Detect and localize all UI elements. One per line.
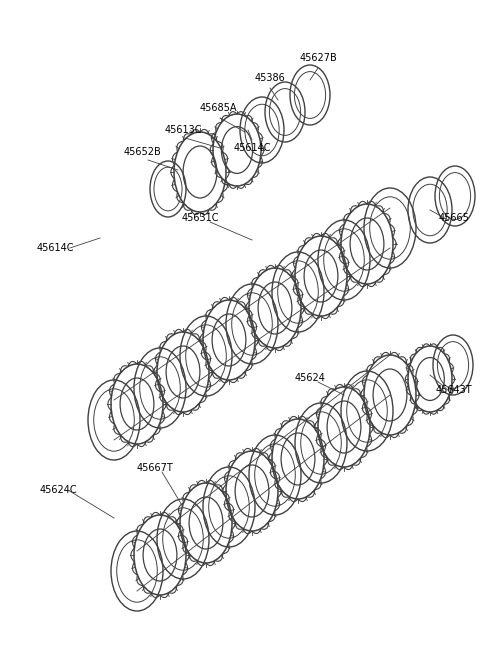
- Text: 45624C: 45624C: [39, 485, 77, 495]
- Text: 45685A: 45685A: [199, 103, 237, 113]
- Text: 45614C: 45614C: [233, 143, 271, 153]
- Text: 45613C: 45613C: [164, 125, 202, 135]
- Text: 45614C: 45614C: [36, 243, 74, 253]
- Text: 45631C: 45631C: [181, 213, 219, 223]
- Text: 45624: 45624: [295, 373, 325, 383]
- Text: 45386: 45386: [254, 73, 286, 83]
- Text: 45627B: 45627B: [299, 53, 337, 63]
- Text: 45643T: 45643T: [436, 385, 472, 395]
- Text: 45667T: 45667T: [137, 463, 173, 473]
- Text: 45665: 45665: [439, 213, 469, 223]
- Text: 45652B: 45652B: [123, 147, 161, 157]
